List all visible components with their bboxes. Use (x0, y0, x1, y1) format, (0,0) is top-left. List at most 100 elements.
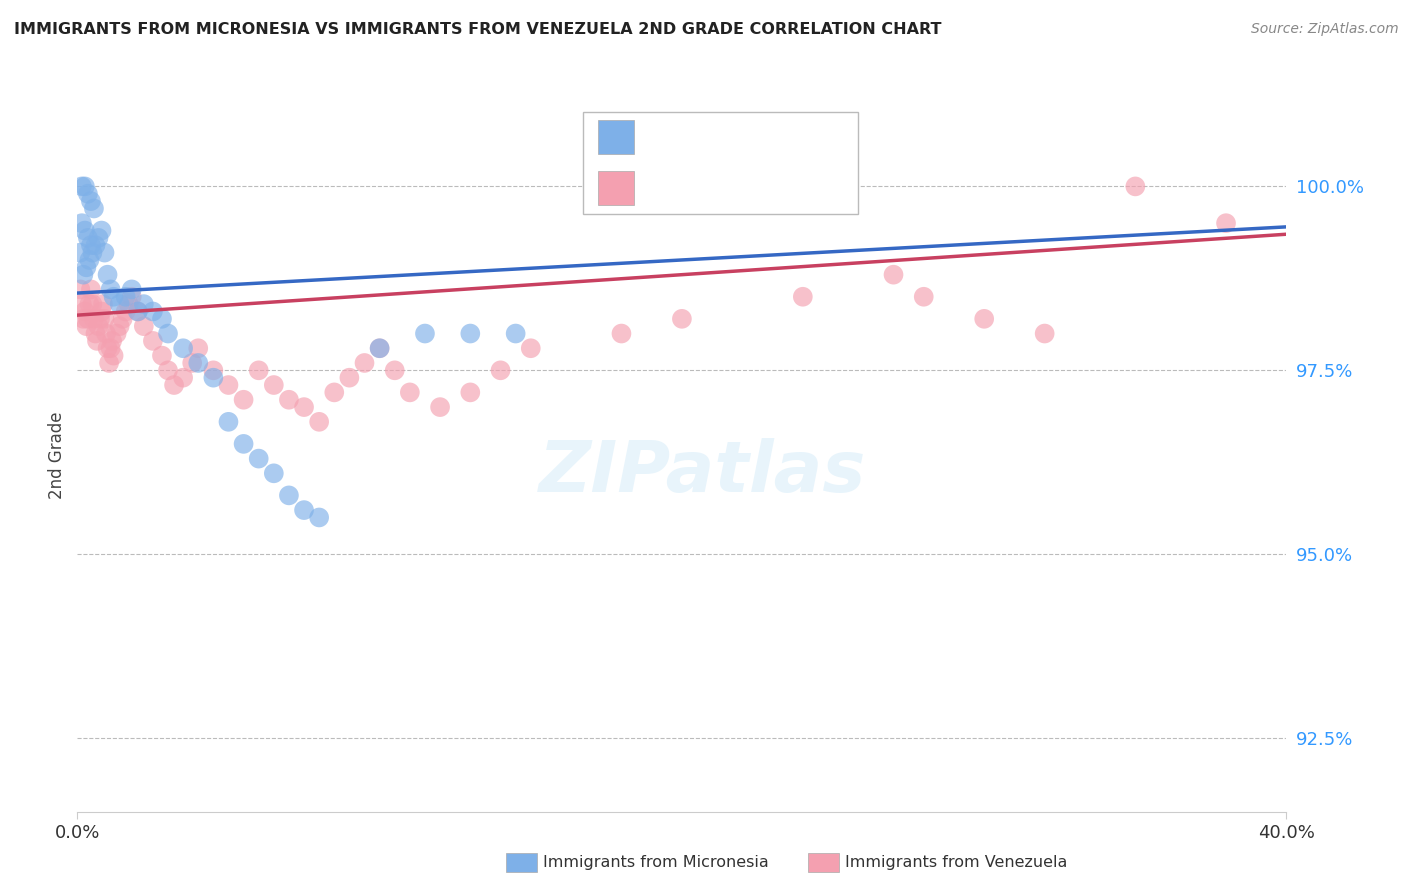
Point (77, 311, 100, 326)
Point (73, 223, 96, 237)
Point (1125, 179, 1147, 194)
Text: R =: R = (643, 178, 685, 197)
Point (70, 297, 93, 311)
Point (263, 378, 285, 392)
Point (792, 290, 814, 304)
Point (610, 326, 633, 341)
Point (90, 223, 112, 237)
Point (103, 349, 125, 363)
Point (87, 231, 110, 245)
Point (77, 186, 100, 201)
Text: IMMIGRANTS FROM MICRONESIA VS IMMIGRANTS FROM VENEZUELA 2ND GRADE CORRELATION CH: IMMIGRANTS FROM MICRONESIA VS IMMIGRANTS… (14, 22, 942, 37)
Point (103, 290, 125, 304)
Point (132, 319, 155, 334)
Point (973, 311, 995, 326)
Text: 65: 65 (797, 178, 824, 197)
Point (278, 392, 301, 407)
Point (150, 349, 173, 363)
Point (520, 341, 543, 355)
Point (82, 297, 104, 311)
Text: N =: N = (744, 126, 800, 145)
Point (101, 334, 124, 348)
Point (80, 238, 103, 252)
Point (79, 297, 101, 311)
Point (73, 304, 96, 318)
Point (70, 179, 93, 194)
Point (127, 304, 149, 318)
Point (157, 363, 180, 377)
Point (353, 356, 375, 370)
Point (84, 238, 107, 252)
Point (247, 363, 270, 377)
Point (142, 334, 165, 348)
Point (505, 326, 527, 341)
Point (93, 311, 115, 326)
Point (671, 311, 693, 326)
Point (108, 297, 131, 311)
Text: Immigrants from Micronesia: Immigrants from Micronesia (543, 855, 769, 870)
Text: Immigrants from Venezuela: Immigrants from Venezuela (845, 855, 1067, 870)
Point (69, 245, 91, 260)
Point (413, 326, 436, 341)
Point (883, 268, 905, 282)
Point (121, 282, 143, 296)
Point (187, 341, 209, 355)
Point (72, 268, 94, 282)
Point (247, 451, 270, 466)
Point (89, 311, 111, 326)
Point (96, 341, 118, 355)
Point (429, 400, 451, 414)
Point (79, 252, 101, 267)
Point (121, 290, 143, 304)
Point (150, 311, 173, 326)
Point (80, 282, 103, 296)
Point (339, 370, 360, 384)
Point (75, 260, 97, 275)
Point (163, 378, 186, 392)
Point (108, 319, 131, 334)
Point (308, 510, 330, 524)
Text: ZIPatlas: ZIPatlas (540, 438, 866, 508)
Point (118, 297, 141, 311)
Point (72, 311, 94, 326)
Point (368, 341, 391, 355)
Point (100, 341, 122, 355)
Point (83, 311, 105, 326)
Point (100, 282, 122, 296)
Point (912, 290, 935, 304)
Point (489, 363, 512, 377)
Point (278, 488, 301, 502)
Text: 0.124: 0.124 (679, 126, 741, 145)
Y-axis label: 2nd Grade: 2nd Grade (48, 411, 66, 499)
Text: R =: R = (643, 126, 685, 145)
Point (105, 326, 128, 341)
Point (98, 356, 121, 370)
Point (263, 467, 285, 481)
Point (232, 392, 254, 407)
Point (218, 378, 240, 392)
Point (384, 363, 406, 377)
Point (399, 385, 422, 400)
Point (292, 400, 315, 414)
Point (91, 297, 114, 311)
Text: 0.283: 0.283 (679, 178, 741, 197)
Point (187, 356, 209, 370)
Point (132, 297, 155, 311)
Point (77, 231, 100, 245)
Point (323, 385, 346, 400)
Point (94, 326, 117, 341)
Point (87, 319, 110, 334)
Point (458, 326, 481, 341)
Point (368, 341, 391, 355)
Text: N =: N = (744, 178, 800, 197)
Point (202, 363, 225, 377)
Point (84, 326, 107, 341)
Point (172, 370, 194, 384)
Point (83, 202, 105, 216)
Point (69, 282, 91, 296)
Point (1033, 326, 1056, 341)
Point (90, 304, 112, 318)
Point (82, 245, 104, 260)
Point (157, 326, 180, 341)
Point (96, 268, 118, 282)
